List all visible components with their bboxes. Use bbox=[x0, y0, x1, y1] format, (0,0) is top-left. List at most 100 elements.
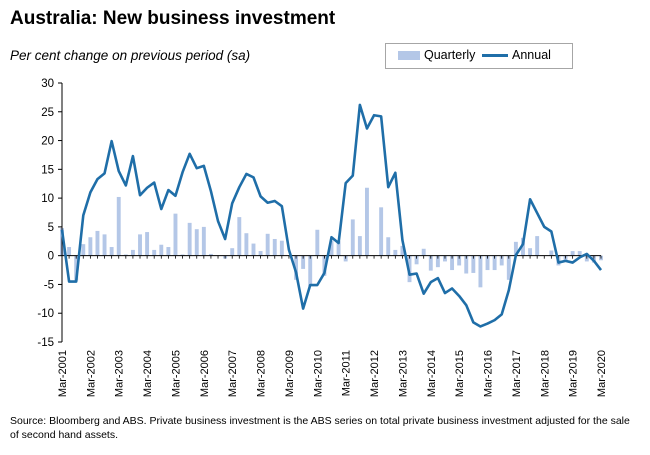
bar-quarterly bbox=[194, 229, 199, 256]
bar-quarterly bbox=[471, 255, 476, 273]
bar-quarterly bbox=[301, 255, 306, 269]
x-tick-label: Mar-2014 bbox=[426, 350, 438, 397]
bar-quarterly bbox=[329, 240, 334, 256]
bar-quarterly bbox=[315, 229, 320, 256]
bar-quarterly bbox=[400, 245, 405, 256]
x-tick-label: Mar-2002 bbox=[85, 350, 97, 397]
bar-quarterly bbox=[428, 255, 433, 271]
bar-quarterly bbox=[116, 196, 121, 256]
bar-quarterly bbox=[145, 232, 150, 256]
bar-quarterly bbox=[180, 254, 185, 256]
y-axis-labels: -15 -10 -5 0 5 10 15 20 25 30 bbox=[37, 78, 54, 349]
bar-quarterly bbox=[102, 234, 107, 256]
bar-quarterly bbox=[549, 250, 554, 256]
bar-quarterly bbox=[251, 243, 256, 256]
bar-quarterly bbox=[492, 255, 497, 271]
bar-quarterly bbox=[506, 255, 511, 280]
legend-item-annual: Annual bbox=[482, 48, 551, 62]
source-note: Source: Bloomberg and ABS. Private busin… bbox=[10, 415, 630, 441]
bar-quarterly bbox=[237, 217, 242, 256]
bar-quarterly bbox=[138, 234, 142, 256]
y-tick-label: -10 bbox=[37, 308, 54, 320]
bar-quarterly bbox=[166, 247, 171, 256]
legend-swatch-annual bbox=[482, 53, 508, 57]
y-tick-label: 0 bbox=[48, 251, 54, 263]
bar-quarterly bbox=[435, 255, 440, 268]
x-tick-label: Mar-2009 bbox=[284, 350, 296, 397]
legend: Quarterly Annual bbox=[385, 43, 573, 69]
bar-quarterly bbox=[570, 251, 575, 256]
x-tick-label: Mar-2001 bbox=[57, 350, 69, 397]
bar-quarterly bbox=[187, 222, 192, 256]
bar-quarterly bbox=[159, 244, 164, 256]
bar-quarterly bbox=[521, 237, 525, 256]
bar-quarterly bbox=[208, 253, 213, 256]
x-tick-label: Mar-2007 bbox=[227, 350, 239, 397]
bar-quarterly bbox=[244, 233, 249, 256]
x-tick-label: Mar-2010 bbox=[312, 350, 324, 397]
chart-subtitle: Per cent change on previous period (sa) bbox=[10, 48, 251, 63]
bar-quarterly bbox=[88, 237, 93, 256]
x-tick-label: Mar-2011 bbox=[341, 350, 353, 396]
bar-quarterly bbox=[294, 255, 298, 280]
bar-quarterly bbox=[485, 255, 490, 271]
bar-quarterly bbox=[386, 237, 391, 256]
x-tick-label: Mar-2006 bbox=[199, 350, 211, 397]
bar-quarterly bbox=[457, 255, 462, 266]
y-tick-label: -15 bbox=[37, 337, 54, 349]
bar-quarterly bbox=[130, 249, 135, 256]
bar-quarterly bbox=[577, 251, 582, 256]
x-tick-label: Mar-2012 bbox=[369, 350, 381, 397]
bar-quarterly bbox=[528, 248, 533, 256]
bar-quarterly bbox=[272, 238, 277, 256]
bar-quarterly bbox=[336, 241, 341, 256]
legend-label-quarterly: Quarterly bbox=[424, 48, 476, 62]
bar-quarterly bbox=[379, 207, 384, 256]
x-tick-label: Mar-2008 bbox=[256, 350, 268, 397]
y-tick-label: 10 bbox=[41, 193, 54, 205]
y-tick-label: 20 bbox=[41, 136, 54, 148]
x-tick-label: Mar-2017 bbox=[511, 350, 523, 397]
bar-quarterly bbox=[421, 248, 426, 256]
bar-quarterly bbox=[258, 251, 263, 256]
bar-quarterly bbox=[322, 255, 327, 276]
bar-quarterly bbox=[123, 254, 128, 256]
bar-quarterly bbox=[81, 244, 86, 256]
bar-quarterly bbox=[357, 236, 362, 256]
y-tick-label: -5 bbox=[44, 279, 54, 291]
bar-quarterly bbox=[152, 249, 157, 256]
bar-quarterly bbox=[499, 255, 504, 266]
chart-title: Australia: New business investment bbox=[10, 8, 336, 29]
bar-quarterly bbox=[478, 255, 483, 288]
axes bbox=[58, 82, 602, 343]
legend-swatch-quarterly bbox=[398, 50, 420, 60]
bar-quarterly bbox=[109, 247, 114, 256]
bar-quarterly bbox=[414, 255, 419, 265]
legend-label-annual: Annual bbox=[512, 48, 551, 62]
bar-quarterly bbox=[279, 240, 284, 256]
bar-quarterly bbox=[393, 249, 398, 256]
y-tick-label: 30 bbox=[41, 78, 54, 90]
bar-quarterly bbox=[201, 226, 206, 256]
bar-quarterly bbox=[67, 247, 72, 256]
bar-quarterly bbox=[230, 248, 235, 256]
x-tick-label: Mar-2003 bbox=[114, 350, 126, 397]
bar-quarterly bbox=[535, 236, 540, 256]
x-tick-label: Mar-2013 bbox=[397, 350, 409, 397]
x-tick-label: Mar-2018 bbox=[539, 350, 551, 397]
x-tick-label: Mar-2005 bbox=[170, 350, 182, 397]
x-tick-label: Mar-2016 bbox=[483, 350, 495, 397]
x-tick-label: Mar-2004 bbox=[142, 350, 154, 397]
line-series-annual bbox=[60, 103, 603, 328]
bar-quarterly bbox=[308, 255, 313, 287]
x-axis-labels: Mar-2001 Mar-2002 Mar-2003 Mar-2004 Mar-2005… bbox=[57, 350, 608, 397]
y-tick-label: 15 bbox=[41, 164, 54, 176]
y-tick-label: 25 bbox=[41, 107, 54, 119]
bar-quarterly bbox=[464, 255, 469, 274]
bar-quarterly bbox=[350, 219, 355, 256]
bar-quarterly bbox=[365, 187, 369, 256]
bar-quarterly bbox=[265, 233, 270, 256]
y-tick-label: 5 bbox=[48, 222, 54, 234]
legend-item-quarterly: Quarterly bbox=[398, 48, 475, 62]
